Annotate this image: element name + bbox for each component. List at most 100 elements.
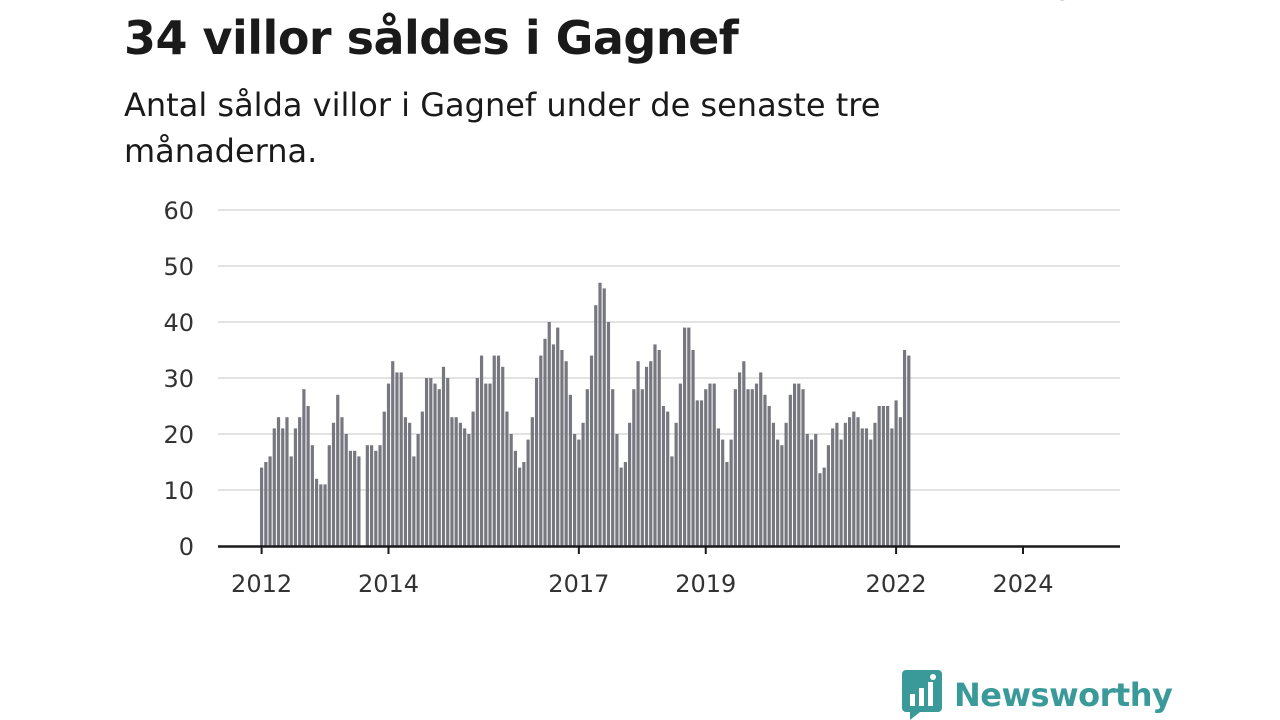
bar bbox=[678, 383, 682, 546]
bar bbox=[670, 456, 674, 546]
bar bbox=[408, 422, 412, 546]
bar bbox=[496, 355, 501, 546]
bar bbox=[416, 434, 420, 546]
bar bbox=[281, 428, 285, 546]
bar bbox=[602, 288, 606, 546]
bar bbox=[534, 378, 539, 546]
bar bbox=[382, 411, 386, 546]
bar bbox=[733, 389, 737, 546]
bar bbox=[513, 450, 517, 546]
bar bbox=[657, 350, 661, 546]
bar bbox=[797, 383, 801, 546]
bar bbox=[395, 372, 399, 546]
bar bbox=[505, 411, 509, 546]
bar bbox=[556, 327, 560, 546]
bar bbox=[314, 478, 319, 546]
y-tick-label: 40 bbox=[163, 309, 194, 337]
bar bbox=[437, 389, 441, 546]
bar bbox=[589, 355, 594, 546]
bar bbox=[403, 417, 408, 546]
bar bbox=[357, 456, 361, 546]
bar bbox=[716, 428, 721, 546]
bar bbox=[619, 467, 623, 546]
bar bbox=[530, 417, 534, 546]
bar bbox=[644, 366, 649, 546]
bar bbox=[526, 439, 530, 546]
bar bbox=[847, 417, 852, 546]
bar bbox=[856, 417, 860, 546]
bar bbox=[336, 394, 340, 546]
bar bbox=[344, 434, 348, 546]
bar bbox=[801, 389, 805, 546]
bar bbox=[272, 428, 276, 546]
bar bbox=[860, 428, 864, 546]
x-axis: 2012 2014 2017 2019 2022 2024 bbox=[218, 545, 1120, 598]
bar bbox=[687, 327, 691, 546]
bar bbox=[742, 361, 746, 546]
bar bbox=[293, 428, 298, 546]
bar bbox=[260, 467, 264, 546]
bar bbox=[492, 355, 496, 546]
bar bbox=[839, 439, 843, 546]
bar bbox=[695, 400, 699, 546]
x-tick-label: 2024 bbox=[992, 570, 1053, 598]
bar bbox=[564, 361, 568, 546]
bar bbox=[704, 389, 708, 546]
bar bbox=[479, 355, 484, 546]
bar bbox=[475, 378, 479, 546]
bar bbox=[737, 372, 742, 546]
bar bbox=[391, 361, 395, 546]
bar bbox=[429, 378, 433, 546]
bar bbox=[585, 389, 589, 546]
chart-title: 34 villor såldes i Gagnef bbox=[124, 11, 739, 65]
bar bbox=[598, 282, 602, 546]
bar bbox=[640, 389, 644, 546]
bar bbox=[450, 417, 454, 546]
bar bbox=[898, 417, 902, 546]
bar bbox=[289, 456, 293, 546]
x-tick-label: 2012 bbox=[231, 570, 292, 598]
bar bbox=[611, 389, 615, 546]
bar bbox=[814, 434, 818, 546]
bar bbox=[488, 383, 492, 546]
bar bbox=[302, 389, 306, 546]
bar bbox=[809, 439, 814, 546]
bar bbox=[767, 406, 771, 546]
bar bbox=[319, 484, 323, 546]
bar bbox=[788, 394, 792, 546]
bar bbox=[653, 344, 657, 546]
bar bbox=[446, 378, 450, 546]
bar bbox=[327, 445, 331, 546]
bar-chart: 0 10 20 30 40 50 60 2012 2014 2017 2019 2022 2024 3… bbox=[163, 0, 1120, 598]
bar bbox=[424, 378, 429, 546]
bar bbox=[378, 445, 382, 546]
y-tick-label: 20 bbox=[163, 421, 194, 449]
bar bbox=[632, 389, 636, 546]
bar bbox=[826, 445, 831, 546]
bar bbox=[454, 417, 458, 546]
brand-logo: Newsworthy bbox=[902, 670, 1173, 720]
bar bbox=[458, 422, 463, 546]
bar bbox=[771, 422, 776, 546]
bar bbox=[873, 422, 877, 546]
bar bbox=[467, 434, 471, 546]
bar bbox=[285, 417, 289, 546]
bar bbox=[306, 406, 310, 546]
bar bbox=[594, 305, 598, 546]
y-tick-label: 50 bbox=[163, 253, 194, 281]
bar bbox=[699, 400, 704, 546]
bar bbox=[886, 406, 890, 546]
bar bbox=[869, 439, 873, 546]
bar bbox=[433, 383, 437, 546]
bar bbox=[501, 366, 505, 546]
x-tick-label: 2022 bbox=[866, 570, 927, 598]
bar bbox=[623, 462, 627, 546]
bar-chart-speech-bubble-icon bbox=[902, 670, 942, 720]
bar bbox=[843, 422, 847, 546]
bar-series bbox=[260, 282, 911, 546]
brand-name: Newsworthy bbox=[954, 676, 1173, 714]
bar bbox=[386, 383, 391, 546]
bar bbox=[509, 434, 513, 546]
bar bbox=[628, 422, 632, 546]
bar bbox=[890, 428, 894, 546]
